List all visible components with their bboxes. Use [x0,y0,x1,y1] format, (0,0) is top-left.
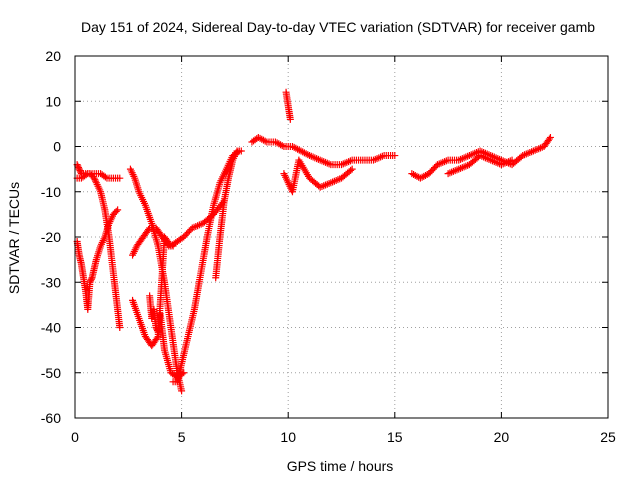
data-point [391,152,399,160]
data-point [87,275,95,283]
data-point [92,177,100,185]
data-point [116,174,124,182]
data-point [101,173,109,181]
x-tick-label: 10 [280,429,296,445]
y-tick-label: -20 [41,229,61,245]
series-track-c [73,170,124,182]
axis-ticks: 0 5 10 15 20 25 -60 -50 -40 -30 -20 -10 0 10 20 [41,48,616,445]
data-point [237,147,245,155]
data-point [508,156,516,164]
data-series [73,88,554,395]
data-point [75,164,83,172]
series-track-a [73,206,122,313]
y-tick-label: 0 [53,139,61,155]
data-point [545,135,553,143]
data-point [178,387,186,395]
data-point [164,241,172,249]
data-point [348,165,356,173]
y-tick-label: 10 [45,93,61,109]
x-tick-label: 20 [494,429,510,445]
data-point [76,167,84,175]
data-point [75,165,83,173]
x-tick-label: 25 [600,429,616,445]
x-tick-label: 15 [387,429,403,445]
y-tick-label: -50 [41,365,61,381]
x-axis-label: GPS time / hours [287,458,394,474]
series-track-h [169,147,243,386]
data-point [116,324,124,331]
x-tick-label: 0 [71,429,79,445]
series-track-b [73,161,124,331]
y-tick-label: -10 [41,184,61,200]
data-point [546,133,554,141]
series-track-j [248,133,399,169]
series-track-n [444,152,516,178]
data-point [304,151,312,159]
data-point [153,334,161,342]
data-point [82,171,90,179]
y-tick-label: -40 [41,320,61,336]
series-track-f [129,224,177,259]
data-point [261,137,269,145]
y-axis-label: SDTVAR / TECUs [6,182,22,294]
data-point [286,115,294,123]
data-point [87,277,95,285]
data-point [114,206,122,214]
data-point [169,242,177,250]
series-track-i [212,147,245,282]
data-point [347,166,355,174]
data-point [145,225,153,233]
y-tick-label: -30 [41,274,61,290]
data-point [74,162,82,170]
y-tick-label: -60 [41,410,61,426]
series-track-e [126,165,186,395]
x-tick-label: 5 [178,429,186,445]
data-point [180,369,188,377]
series-track-k [282,88,294,123]
series-track-m [408,133,554,182]
data-point [91,176,99,184]
data-point [86,278,94,286]
y-tick-label: 20 [45,48,61,64]
series-track-l [280,156,356,196]
data-point [278,142,286,150]
data-point [112,207,120,215]
chart-title: Day 151 of 2024, Sidereal Day-to-day VTE… [81,19,595,35]
